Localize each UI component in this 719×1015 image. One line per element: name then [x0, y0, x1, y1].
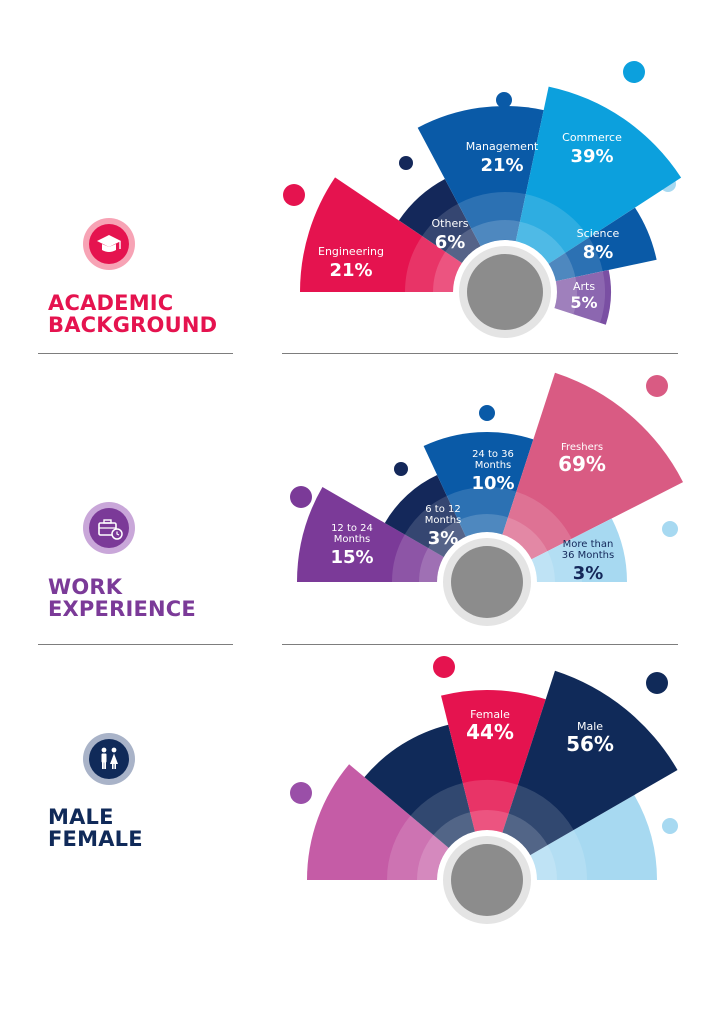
slice-12-to-24-months: [297, 487, 487, 582]
divider: [38, 644, 233, 645]
slice-female-left: [307, 764, 487, 880]
slice-label: 24 to 36 Months: [472, 449, 514, 471]
slice-label: Freshers: [561, 442, 603, 453]
slice-label: Others: [432, 217, 469, 230]
slice-label: 6 to 12 Months: [425, 504, 462, 526]
academic-title: ACADEMIC BACKGROUND: [48, 291, 218, 337]
slice-value: 5%: [570, 293, 597, 312]
decor-dot: [394, 462, 408, 476]
slice-ring: [508, 784, 574, 845]
slice-ring: [519, 194, 589, 253]
decor-dot: [662, 521, 678, 537]
slice-value: 10%: [471, 473, 514, 494]
divider: [38, 353, 233, 354]
slice-ring: [433, 812, 475, 848]
slice-ring: [458, 191, 526, 229]
divider: [282, 353, 678, 354]
slice-ring: [508, 491, 572, 552]
slice-ring: [422, 203, 472, 252]
slice-male: [487, 670, 678, 880]
slice-label: Management: [466, 140, 539, 153]
slice-ring: [410, 782, 471, 836]
decor-dot: [479, 405, 495, 421]
decor-dot: [290, 486, 312, 508]
slice-label: Female: [470, 708, 510, 721]
slice-value: 3%: [428, 528, 459, 549]
decor-dot: [290, 782, 312, 804]
divider: [282, 644, 678, 645]
decor-dot: [399, 156, 413, 170]
slice-ring: [530, 845, 557, 880]
hub-center: [467, 254, 543, 330]
slice-ring: [428, 520, 466, 557]
slice-value: 21%: [480, 155, 523, 176]
slice-ring: [547, 538, 582, 582]
slice-ring: [502, 517, 548, 560]
hub-center: [451, 546, 523, 618]
slice-ring: [392, 534, 429, 582]
decor-dot: [646, 672, 668, 694]
slice-female: [441, 690, 546, 880]
slice-ring: [565, 237, 603, 278]
decor-dot: [283, 184, 305, 206]
briefcase-clock-icon: [89, 508, 129, 548]
slice-ring: [470, 810, 509, 833]
decor-dot: [433, 656, 455, 678]
slice-ring: [502, 813, 548, 855]
decor-dot: [496, 92, 512, 108]
slice-ring: [387, 815, 434, 880]
academic-chart: Engineering 21% Others 6% Management 21% Comme…: [283, 61, 682, 344]
slice-ring: [531, 551, 555, 582]
slice-arts: [505, 269, 612, 325]
slice-label: Arts: [573, 280, 595, 293]
hub-center: [451, 844, 523, 916]
slice-ring: [419, 548, 444, 582]
slice-ring: [445, 228, 481, 263]
slice-value: 56%: [566, 732, 614, 756]
slice-value: 39%: [570, 146, 613, 167]
slice-value: 69%: [558, 452, 606, 476]
slice-ring: [404, 495, 459, 548]
slice-freshers: [487, 372, 684, 582]
academic-badge: [83, 218, 135, 270]
decor-dot: [646, 375, 668, 397]
slice-ring: [573, 271, 605, 323]
gender-title: MALE FEMALE: [48, 805, 143, 851]
slice-ring: [433, 251, 462, 292]
slice-ring: [554, 277, 578, 315]
slice-ring: [446, 487, 517, 521]
slice-value: 6%: [435, 232, 466, 253]
slice-label: 12 to 24 Months: [331, 523, 373, 545]
work-badge: [83, 502, 135, 554]
slice-ring: [548, 252, 576, 282]
slice-24-to-36-months: [423, 432, 534, 582]
slice-ring: [515, 221, 566, 264]
slice-label: More than 36 Months: [562, 539, 614, 561]
slice-ring: [462, 779, 518, 814]
work-title: WORK EXPERIENCE: [48, 575, 196, 621]
decor-dot: [623, 61, 645, 83]
slice-value: 15%: [330, 547, 373, 568]
gender-badge: [83, 733, 135, 785]
slice-ring: [405, 236, 446, 292]
slice-label: Male: [577, 720, 603, 733]
slice-ring: [471, 220, 520, 247]
slice-label: Commerce: [562, 131, 622, 144]
slice-commerce: [505, 86, 682, 292]
decor-dot: [662, 818, 678, 834]
slice-value: 21%: [329, 260, 372, 281]
slice-value: 8%: [583, 242, 614, 263]
slice-ring: [417, 835, 449, 880]
slice-value: 3%: [573, 563, 604, 584]
male-female-icon: [89, 739, 129, 779]
slice-label: Science: [577, 227, 620, 240]
slice-engineering: [300, 177, 505, 292]
graduation-cap-icon: [89, 224, 129, 264]
slice-value: 44%: [466, 720, 514, 744]
slice-ring: [547, 830, 587, 880]
slice-label: Engineering: [318, 245, 384, 258]
slice-ring: [458, 514, 509, 537]
